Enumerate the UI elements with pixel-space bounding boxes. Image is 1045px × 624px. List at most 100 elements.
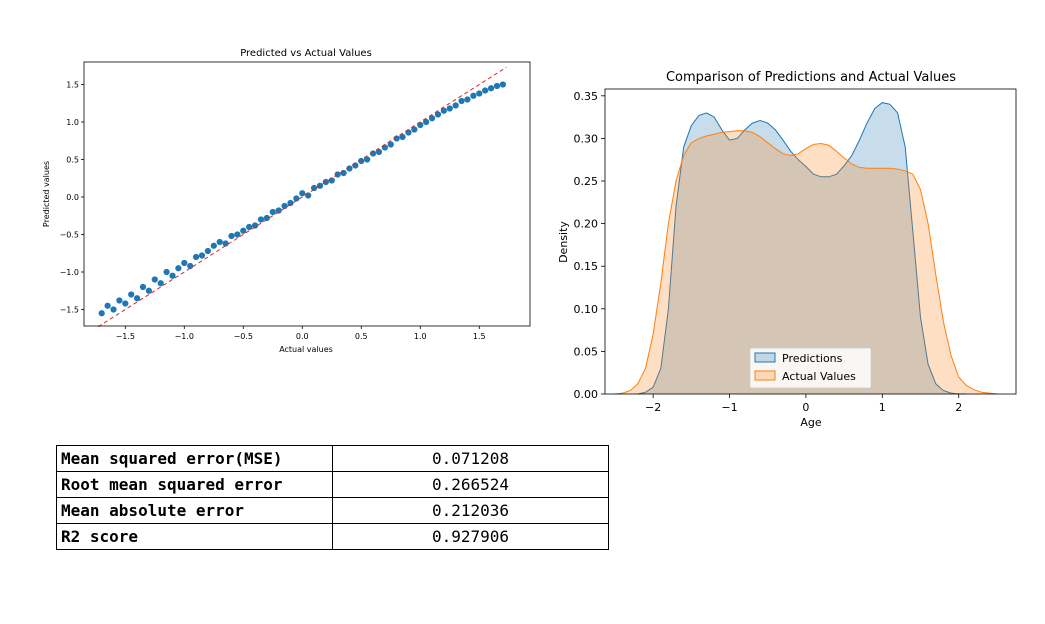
scatter-point: [222, 240, 229, 247]
scatter-point: [470, 92, 477, 99]
scatter-point: [122, 300, 129, 307]
scatter-point: [387, 141, 394, 148]
y-tick-label: 0.15: [574, 260, 599, 273]
scatter-point: [310, 184, 318, 192]
scatter-point: [204, 247, 211, 255]
scatter-point: [434, 111, 442, 118]
metric-label: Root mean squared error: [56, 471, 333, 498]
y-tick-label: 0.10: [574, 303, 599, 316]
kde-line-actual-values: [614, 130, 997, 395]
kde-area-predictions: [637, 102, 967, 394]
scatter-title: Predicted vs Actual Values: [240, 48, 372, 59]
x-tick-label: 0.0: [296, 332, 309, 341]
scatter-point: [423, 118, 430, 126]
scatter-point: [464, 96, 471, 103]
x-tick-label: −1: [721, 401, 737, 414]
scatter-point: [116, 297, 123, 304]
y-tick-label: 0.5: [66, 156, 79, 165]
scatter-point: [263, 214, 270, 222]
scatter-point: [240, 227, 247, 234]
kde-legend: Predictions Actual Values: [749, 347, 872, 389]
scatter-point: [411, 126, 418, 133]
y-tick-label: −0.5: [60, 231, 79, 240]
metrics-row-mse: Mean squared error(MSE) 0.071208: [56, 445, 609, 472]
x-tick-label: −1.0: [175, 332, 194, 341]
metric-value: 0.927906: [332, 523, 609, 550]
y-tick-label: 0.00: [574, 388, 599, 401]
scatter-point: [493, 82, 501, 90]
legend-swatch-actual-values: [754, 370, 776, 381]
metrics-row-r2: R2 score 0.927906: [56, 523, 609, 550]
scatter-point: [375, 148, 383, 156]
scatter-point: [358, 157, 365, 165]
scatter-point: [145, 287, 152, 294]
kde-y-axis: 0.00 0.05 0.10 0.15 0.20 0.25 0.30 0.35: [574, 90, 605, 401]
scatter-point: [157, 280, 164, 287]
scatter-point: [228, 232, 235, 240]
legend-label-actual-values: Actual Values: [782, 370, 856, 383]
scatter-point: [192, 253, 200, 261]
y-tick-label: 0.20: [574, 218, 599, 231]
scatter-point: [281, 202, 288, 210]
x-tick-label: 1.5: [473, 332, 486, 341]
scatter-point: [181, 259, 188, 267]
scatter-point: [151, 276, 158, 283]
y-tick-label: −1.5: [60, 306, 79, 315]
scatter-point: [499, 81, 506, 88]
scatter-point: [476, 90, 483, 97]
scatter-plot-frame: [83, 61, 531, 327]
scatter-point: [428, 115, 436, 122]
scatter-point: [452, 102, 459, 109]
metric-value: 0.212036: [332, 497, 609, 524]
kde-plot-frame: [604, 88, 1017, 395]
kde-chart: Comparison of Predictions and Actual Val…: [557, 70, 1017, 429]
y-tick-label: 1.5: [66, 81, 79, 90]
metrics-table: Mean squared error(MSE) 0.071208 Root me…: [56, 445, 609, 550]
kde-areas: [614, 102, 997, 395]
scatter-point: [234, 231, 241, 238]
scatter-point: [198, 252, 206, 259]
scatter-point: [440, 107, 447, 114]
y-tick-label: 0.0: [66, 193, 79, 202]
x-tick-label: −0.5: [234, 332, 253, 341]
x-tick-label: 2: [955, 401, 962, 414]
scatter-point: [163, 268, 170, 276]
legend-label-predictions: Predictions: [782, 352, 843, 365]
scatter-point: [275, 207, 282, 214]
y-tick-label: −1.0: [60, 268, 79, 277]
metric-label: Mean absolute error: [56, 497, 333, 524]
scatter-point: [369, 150, 377, 157]
scatter-point: [482, 87, 489, 94]
scatter-point: [139, 283, 147, 291]
x-tick-label: 0.5: [355, 332, 368, 341]
scatter-point: [169, 272, 176, 279]
scatter-point: [393, 135, 400, 142]
x-tick-label: −1.5: [116, 332, 135, 341]
kde-x-axis: −2 −1 0 1 2: [645, 394, 962, 414]
kde-title: Comparison of Predictions and Actual Val…: [666, 70, 956, 85]
scatter-point: [364, 156, 371, 163]
x-tick-label: 1.0: [414, 332, 427, 341]
scatter-point: [133, 295, 141, 302]
metrics-row-rmse: Root mean squared error 0.266524: [56, 471, 609, 498]
kde-y-label: Density: [557, 221, 570, 263]
scatter-y-label: Predicted values: [42, 161, 51, 227]
scatter-point: [216, 238, 223, 246]
x-tick-label: 1: [879, 401, 886, 414]
scatter-point: [399, 133, 406, 141]
scatter-point: [458, 97, 465, 105]
x-tick-label: −2: [645, 401, 661, 414]
scatter-points: [98, 81, 506, 317]
scatter-point: [269, 208, 276, 216]
scatter-x-axis: −1.5 −1.0 −0.5 0.0 0.5 1.0 1.5: [116, 326, 486, 341]
scatter-point: [175, 265, 182, 272]
scatter-point: [487, 85, 495, 92]
metric-value: 0.266524: [332, 471, 609, 498]
scatter-point: [287, 199, 294, 207]
y-tick-label: 0.25: [574, 175, 599, 188]
scatter-point: [293, 195, 300, 202]
scatter-x-label: Actual values: [279, 345, 333, 354]
scatter-point: [110, 306, 117, 313]
scatter-point: [446, 105, 453, 112]
scatter-point: [257, 216, 265, 223]
